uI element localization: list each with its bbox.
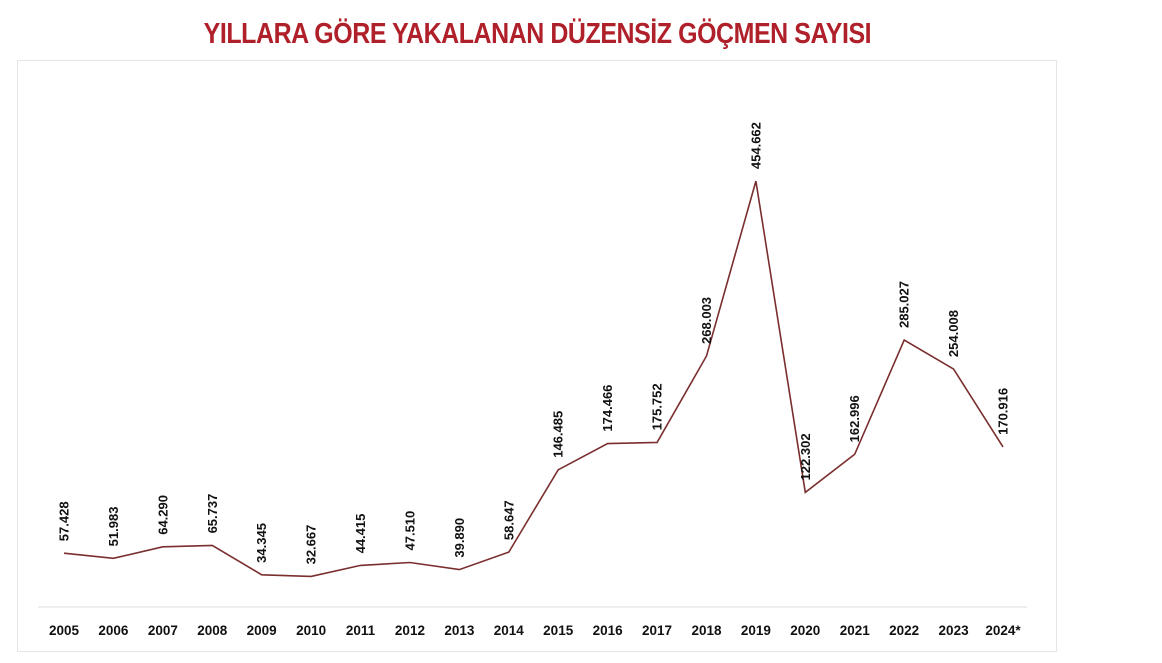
x-tick-2021: 2021 — [840, 623, 871, 638]
x-tick-2019: 2019 — [741, 623, 771, 638]
plot-area-frame — [17, 60, 1057, 652]
x-tick-2007: 2007 — [148, 623, 178, 638]
x-tick-2020: 2020 — [790, 623, 820, 638]
x-tick-2018: 2018 — [691, 623, 722, 638]
data-label-2024: 170.916 — [996, 388, 1011, 435]
data-label-2009: 34.345 — [254, 523, 269, 563]
data-labels: 57.428 51.983 64.290 65.737 34.345 32.667 44.4… — [57, 122, 1011, 564]
x-tick-2006: 2006 — [98, 623, 129, 638]
x-tick-2017: 2017 — [642, 623, 672, 638]
series-line — [63, 180, 1004, 578]
data-label-2016: 174.466 — [600, 385, 615, 432]
data-label-2006: 51.983 — [106, 507, 121, 547]
x-axis-ticks: 2005 2006 2007 2008 2009 2010 2011 2012 2013 2014… — [49, 623, 1021, 638]
data-label-2015: 146.485 — [551, 411, 566, 458]
data-label-2005: 57.428 — [57, 501, 72, 541]
x-tick-2013: 2013 — [444, 623, 475, 638]
data-label-2010: 32.667 — [304, 525, 319, 565]
data-label-2014: 58.647 — [501, 500, 516, 540]
x-tick-2011: 2011 — [346, 623, 376, 638]
data-label-2017: 175.752 — [650, 383, 665, 430]
x-tick-2014: 2014 — [494, 623, 525, 638]
x-tick-2016: 2016 — [593, 623, 624, 638]
x-tick-2009: 2009 — [247, 623, 277, 638]
chart-title: YILLARA GÖRE YAKALANAN DÜZENSİZ GÖÇMEN S… — [203, 18, 872, 50]
data-label-2021: 162.996 — [847, 395, 862, 442]
data-label-2022: 285.027 — [897, 281, 912, 328]
x-tick-2024: 2024* — [985, 623, 1021, 638]
data-label-2013: 39.890 — [452, 518, 467, 558]
data-label-2019: 454.662 — [748, 122, 763, 169]
x-tick-2022: 2022 — [889, 623, 919, 638]
x-tick-2012: 2012 — [395, 623, 425, 638]
x-tick-2015: 2015 — [543, 623, 574, 638]
x-tick-2023: 2023 — [939, 623, 970, 638]
data-label-2008: 65.737 — [205, 494, 220, 534]
data-label-2011: 44.415 — [353, 514, 368, 554]
data-label-2007: 64.290 — [155, 495, 170, 535]
data-label-2020: 122.302 — [798, 433, 813, 480]
data-label-2023: 254.008 — [946, 310, 961, 357]
x-tick-2008: 2008 — [197, 623, 228, 638]
data-label-2018: 268.003 — [699, 297, 714, 344]
data-label-2012: 47.510 — [402, 511, 417, 551]
x-tick-2010: 2010 — [296, 623, 326, 638]
x-tick-2005: 2005 — [49, 623, 80, 638]
